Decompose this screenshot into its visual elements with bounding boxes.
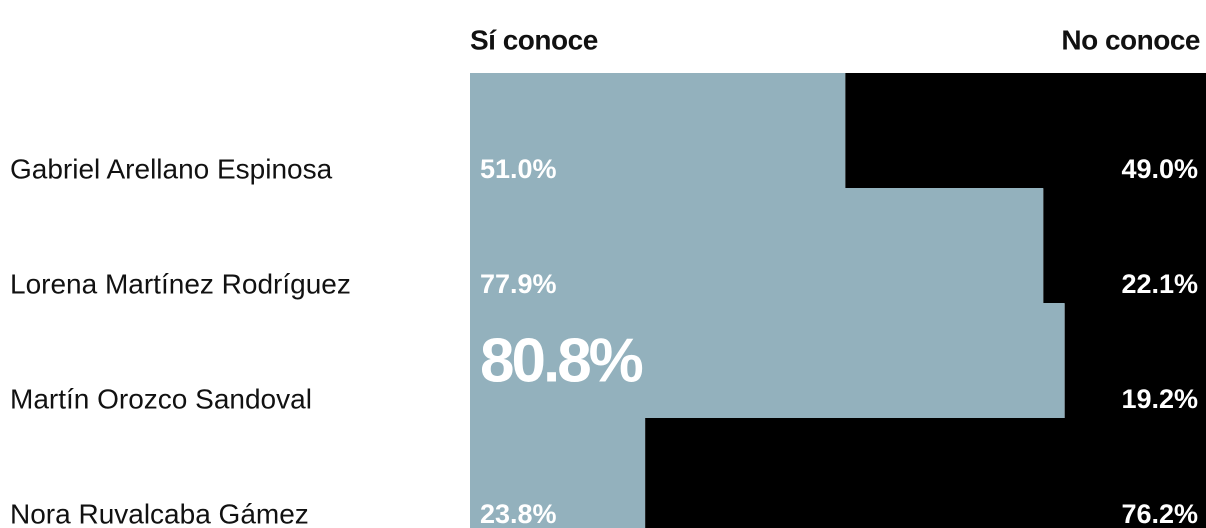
value-label: 19.2%: [1121, 384, 1198, 414]
value-label: 80.8%: [480, 326, 643, 395]
bar-segment: [470, 418, 646, 528]
value-label: 23.8%: [480, 499, 557, 528]
bar-segment: [470, 188, 1044, 304]
legend-si: Sí conoce: [470, 24, 598, 55]
legend-no: No conoce: [1061, 24, 1200, 55]
bar-segment: [1064, 303, 1206, 419]
value-label: 49.0%: [1121, 154, 1198, 184]
category-label: Gabriel Arellano Espinosa: [10, 153, 333, 184]
value-label: 76.2%: [1121, 499, 1198, 528]
bar-segment: [470, 73, 846, 189]
category-label: Lorena Martínez Rodríguez: [10, 268, 351, 299]
category-label: Martín Orozco Sandoval: [10, 383, 312, 414]
value-label: 51.0%: [480, 154, 557, 184]
bar-segment: [1043, 188, 1206, 304]
value-label: 77.9%: [480, 269, 557, 299]
bar-segment: [845, 73, 1206, 189]
category-label: Nora Ruvalcaba Gámez: [10, 498, 309, 528]
value-label: 22.1%: [1121, 269, 1198, 299]
bar-segment: [470, 303, 1065, 419]
bar-segment: [645, 418, 1206, 528]
